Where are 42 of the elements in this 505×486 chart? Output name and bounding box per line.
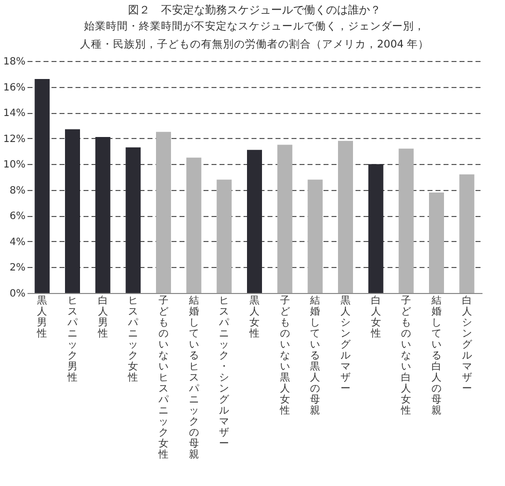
category-label: 子どものいないヒスパニック女性	[158, 296, 168, 460]
bar	[368, 164, 384, 293]
y-tick-label: 10%	[3, 160, 26, 171]
bar	[65, 129, 80, 293]
category-label: ヒスパニック・シングルマザー	[219, 296, 230, 450]
y-tick-label: 16%	[3, 82, 26, 94]
bar	[247, 150, 262, 293]
bar	[338, 140, 353, 293]
y-tick-label: 0%	[10, 288, 26, 300]
bar	[308, 180, 323, 293]
chart-subtitle: 始業時間・終業時間が不安定なスケジュールで働く，ジェンダー別，人種・民族別，子どもの有無別の労働者の割合（アメリカ，2004 年）	[80, 20, 430, 50]
y-tick-label: 12%	[3, 134, 26, 145]
category-label: 子どものいない白人女性	[401, 296, 412, 416]
bar	[156, 132, 171, 293]
bar	[459, 174, 474, 293]
y-tick-label: 2%	[10, 262, 26, 274]
y-tick-label: 14%	[3, 108, 26, 120]
x-tick-label: ヒスパニック女性	[127, 296, 140, 384]
category-label: 子どものいない黒人女性	[280, 296, 290, 416]
category-label: 結婚しているヒスパニックの母親	[188, 296, 199, 460]
x-tick-label: 白人女性	[370, 294, 381, 340]
category-label: 白人シングルマザー	[462, 296, 472, 394]
category-label: 結婚している白人の母親	[432, 296, 442, 416]
bar	[429, 192, 444, 293]
bar	[277, 144, 292, 293]
category-label: 結婚している黒人の母親	[310, 296, 320, 416]
bar	[126, 147, 141, 293]
y-tick-label: 6%	[10, 211, 26, 222]
bar	[398, 148, 414, 293]
y-tick-label: 8%	[10, 185, 26, 196]
x-tick-label: 黒人男性	[36, 296, 48, 340]
y-tick-label: 18%	[3, 56, 26, 68]
category-label: 黒人シングルマザー	[340, 296, 350, 394]
x-tick-label: 黒人女性	[248, 296, 260, 340]
bar	[216, 180, 232, 293]
x-tick-label: 白人男性	[96, 294, 108, 340]
bar	[95, 137, 110, 293]
x-tick-label: ヒスパニック男性	[66, 296, 78, 384]
chart-title: 図２ 不安定な勤務スケジュールで働くのは誰か？	[128, 4, 381, 16]
bar	[34, 79, 50, 293]
y-tick-label: 4%	[10, 236, 26, 248]
bar	[186, 158, 202, 293]
